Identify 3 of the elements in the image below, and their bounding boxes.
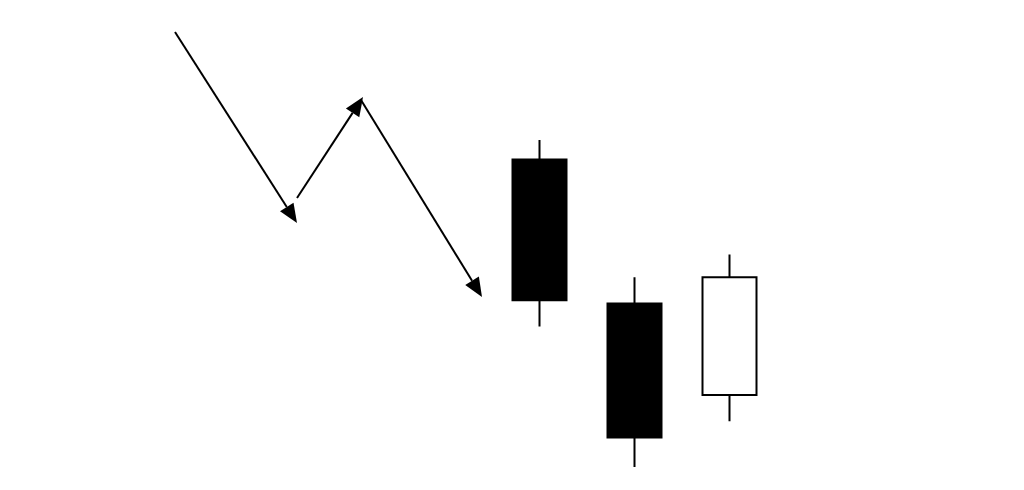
candlestick: [511, 139, 568, 328]
candlestick: [606, 276, 663, 468]
candlestick: [701, 253, 758, 423]
